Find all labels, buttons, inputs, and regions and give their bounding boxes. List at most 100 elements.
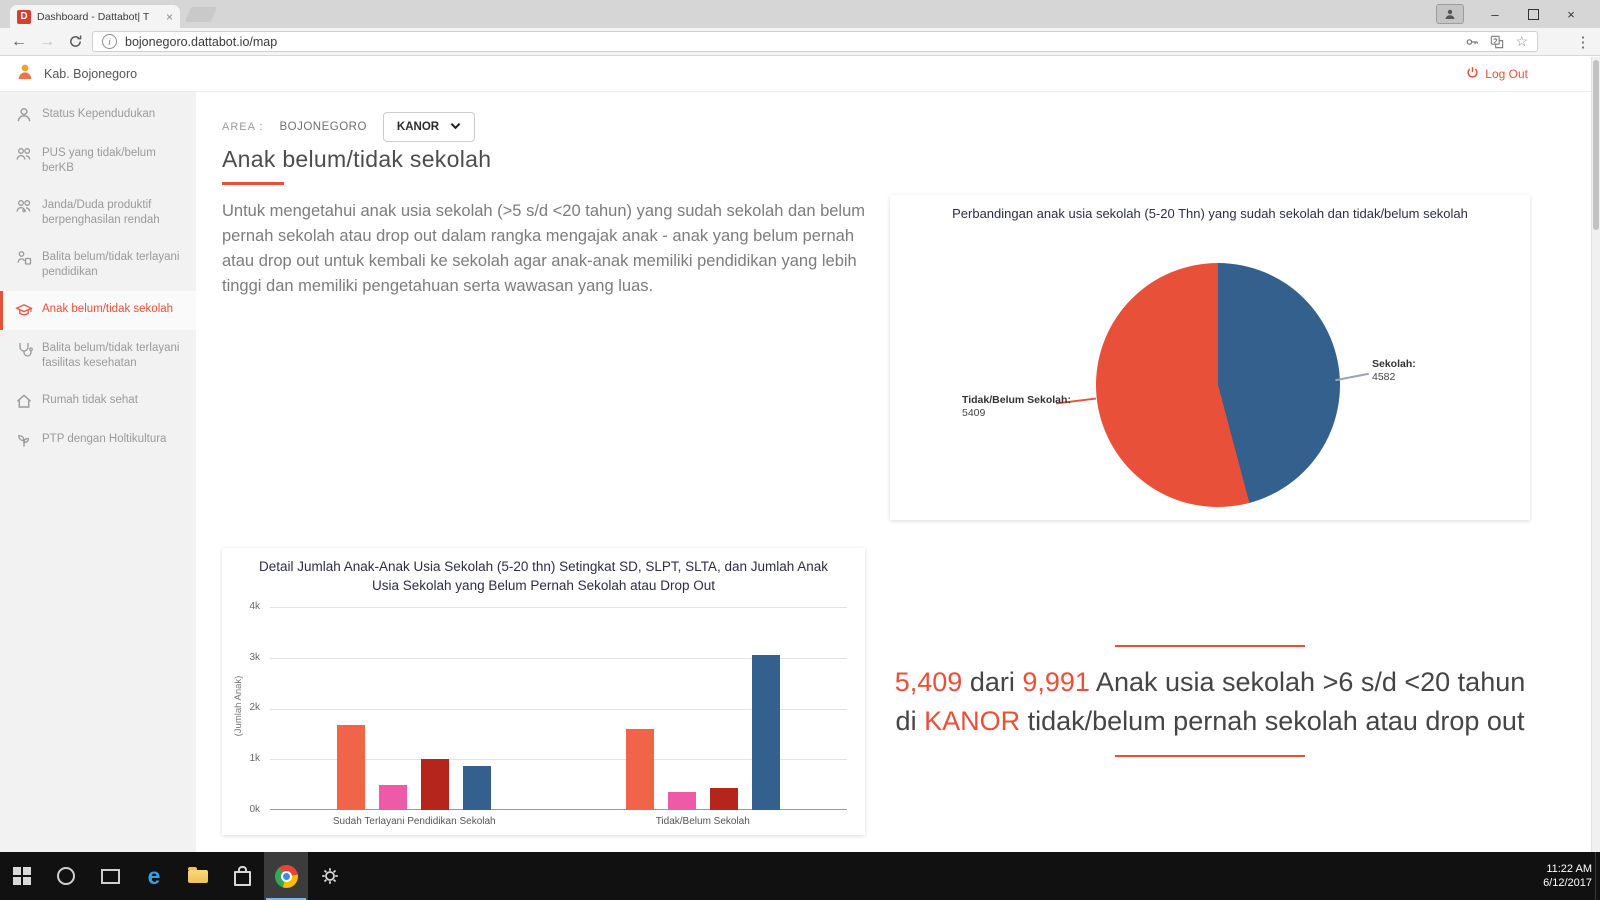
plant-icon [15, 431, 33, 449]
settings-icon[interactable] [308, 852, 352, 900]
gridline [270, 759, 847, 761]
pie-callout-tidak-sekolah: Tidak/Belum Sekolah 5409 [962, 394, 1071, 420]
sidebar-item-label: PUS yang tidak/belum berKB [42, 147, 156, 174]
bar [709, 788, 738, 810]
sidebar-item-2[interactable]: PUS yang tidak/belum berKB [0, 135, 196, 187]
family-icon [15, 197, 33, 215]
url-bar[interactable]: i bojonegoro.dattabot.io/map ☆ [92, 31, 1538, 52]
taskbar: e 11:22 AM 6/12/2017 [0, 852, 1600, 900]
tab-favicon: D [17, 9, 31, 24]
sidebar-item-label: Status Kependudukan [42, 108, 156, 120]
show-desktop-button[interactable] [1595, 852, 1600, 900]
area-label: AREA : [222, 121, 264, 133]
sidebar-item-8[interactable]: PTP dengan Holtikultura [0, 421, 196, 460]
browser-menu-icon[interactable]: ⋮ [1575, 33, 1591, 51]
file-explorer-icon[interactable] [176, 852, 220, 900]
pie-chart-card: Perbandingan anak usia sekolah (5-20 Thn… [890, 195, 1530, 520]
chevron-down-icon [450, 121, 461, 133]
tab-close-icon[interactable]: × [165, 9, 173, 24]
y-tick: 1k [249, 753, 260, 764]
bar [463, 766, 492, 810]
power-icon [1466, 66, 1479, 82]
new-tab-button[interactable] [184, 7, 218, 22]
summary-block: 5,409 dari 9,991 Anak usia sekolah >6 s/… [890, 645, 1530, 757]
main-content: AREA : BOJONEGORO KANOR Anak belum/tidak… [196, 92, 1591, 852]
pie-chart-title: Perbandingan anak usia sekolah (5-20 Thn… [952, 206, 1468, 221]
y-tick: 4k [249, 601, 260, 612]
browser-toolbar: ← → i bojonegoro.dattabot.io/map ☆ ⋮ [0, 28, 1600, 56]
taskbar-date: 6/12/2017 [1543, 877, 1592, 889]
summary-segment: tidak/belum pernah sekolah atau drop out [1020, 706, 1525, 736]
bar [337, 725, 366, 810]
task-view-icon[interactable] [88, 852, 132, 900]
sidebar-item-label: Janda/Duda produktif berpenghasilan rend… [42, 199, 160, 226]
sidebar-item-label: Balita belum/tidak terlayani fasilitas k… [42, 342, 180, 369]
y-axis-ticks: 4k 3k 2k 1k 0k [232, 548, 260, 835]
sidebar-item-label: Rumah tidak sehat [42, 394, 138, 406]
logout-button[interactable]: Log Out [1466, 56, 1528, 92]
edge-icon[interactable]: e [147, 862, 161, 889]
area-dropdown[interactable]: KANOR [382, 112, 476, 142]
window-close-button[interactable]: × [1567, 6, 1575, 22]
sidebar-item-5[interactable]: Anak belum/tidak sekolah [0, 291, 196, 330]
bar-group-2 [559, 607, 848, 810]
sidebar-item-7[interactable]: Rumah tidak sehat [0, 382, 196, 421]
password-key-icon[interactable] [1465, 35, 1479, 49]
x-axis-line [270, 809, 847, 810]
store-icon[interactable] [220, 852, 264, 900]
translate-icon[interactable] [1490, 35, 1504, 49]
school-icon [15, 301, 33, 319]
bar [625, 729, 654, 810]
title-underline [222, 182, 284, 185]
scrollbar-thumb[interactable] [1593, 60, 1599, 230]
person-icon [15, 106, 33, 124]
browser-titlebar: D Dashboard - Dattabot| T × – × [0, 0, 1600, 28]
page-info-icon[interactable]: i [102, 34, 117, 49]
area-row: AREA : BOJONEGORO KANOR [222, 110, 476, 144]
back-icon[interactable]: ← [11, 32, 27, 50]
pie-callout-sekolah: Sekolah 4582 [1372, 358, 1416, 384]
forward-icon[interactable]: → [39, 32, 55, 50]
sidebar-item-4[interactable]: Balita belum/tidak terlayani pendidikan [0, 239, 196, 291]
start-icon[interactable] [0, 852, 44, 900]
search-icon[interactable] [44, 852, 88, 900]
bar-chart-title: Detail Jumlah Anak-Anak Usia Sekolah (5-… [258, 559, 829, 593]
bars-area [270, 607, 847, 810]
gridline [270, 657, 847, 659]
x-axis-labels: Sudah Terlayani Pendidikan Sekolah Tidak… [270, 816, 847, 827]
pie-slice-value: 4582 [1372, 371, 1396, 383]
sidebar-item-3[interactable]: Janda/Duda produktif berpenghasilan rend… [0, 187, 196, 239]
page-scrollbar[interactable] [1591, 57, 1600, 852]
y-tick: 3k [249, 652, 260, 663]
sidebar-item-6[interactable]: Balita belum/tidak terlayani fasilitas k… [0, 330, 196, 382]
summary-highlight: 9,991 [1022, 667, 1090, 697]
bookmark-star-icon[interactable]: ☆ [1515, 33, 1528, 49]
window-restore-button[interactable] [1514, 0, 1552, 28]
summary-segment: dari [962, 667, 1023, 697]
chrome-icon[interactable] [264, 852, 308, 900]
pie-slice-label: Tidak/Belum Sekolah [962, 394, 1071, 407]
house-icon [15, 392, 33, 410]
window-minimize-button[interactable]: – [1491, 6, 1499, 22]
url-text[interactable]: bojonegoro.dattabot.io/map [125, 34, 278, 49]
brand-name: Kab. Bojonegoro [44, 67, 138, 81]
browser-profile-icon[interactable] [1436, 4, 1464, 24]
gridline [270, 708, 847, 710]
pie-chart [1096, 263, 1340, 507]
pie-slice-label: Sekolah [1372, 358, 1416, 371]
taskbar-time: 11:22 AM [1546, 863, 1592, 875]
reload-icon[interactable] [62, 28, 88, 55]
bar [751, 655, 780, 810]
dattabot-logo-icon [14, 61, 36, 88]
window-controls: – × [1436, 0, 1590, 28]
child-health-icon [15, 340, 33, 358]
browser-tab[interactable]: D Dashboard - Dattabot| T × [10, 5, 180, 28]
bar-plot-area [270, 607, 847, 810]
summary-segment: Anak usia sekolah >6 s/d <20 tahun di [895, 667, 1526, 736]
taskbar-clock[interactable]: 11:22 AM 6/12/2017 [1543, 852, 1592, 900]
logout-label: Log Out [1485, 67, 1528, 81]
y-tick: 0k [249, 804, 260, 815]
sidebar-item-1[interactable]: Status Kependudukan [0, 96, 196, 135]
couple-icon [15, 145, 33, 163]
